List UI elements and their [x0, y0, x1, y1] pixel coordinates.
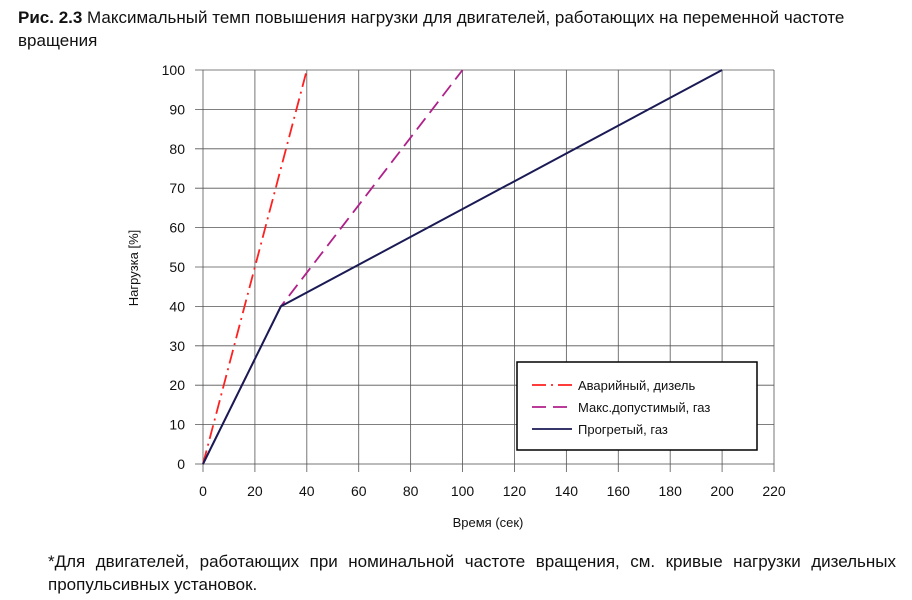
y-tick-label: 80	[169, 141, 185, 157]
footnote: *Для двигателей, работающих при номиналь…	[48, 552, 896, 594]
legend-item: Прогретый, газ	[578, 422, 668, 437]
figure-number: Рис. 2.3	[18, 8, 83, 27]
y-tick-label: 10	[169, 417, 185, 433]
y-tick-label: 100	[162, 62, 186, 78]
x-tick-label: 120	[503, 483, 527, 499]
load-rate-chart: 0 10 20 30 40 50 60 70 80 90 100 0 20 40 60 80 100 120 14…	[126, 62, 786, 530]
y-axis-ticks: 0 10 20 30 40 50 60 70 80 90 100	[162, 62, 186, 472]
y-tick-label: 70	[169, 180, 185, 196]
x-tick-label: 40	[299, 483, 315, 499]
y-tick-label: 0	[177, 456, 185, 472]
y-axis-label: Нагрузка [%]	[126, 230, 141, 307]
x-tick-label: 200	[710, 483, 734, 499]
legend-item: Аварийный, дизель	[578, 378, 695, 393]
data-series	[202, 69, 723, 465]
x-tick-label: 20	[247, 483, 263, 499]
figure-caption: Рис. 2.3 Максимальный темп повышения наг…	[18, 6, 898, 52]
x-tick-label: 180	[659, 483, 683, 499]
chart-legend: Аварийный, дизель Макс.допустимый, газ Про…	[516, 361, 758, 451]
x-axis-ticks: 0 20 40 60 80 100 120 140 160 180 200 220	[199, 483, 786, 499]
grid-lines	[195, 69, 775, 472]
legend-item: Макс.допустимый, газ	[578, 400, 710, 415]
x-axis-label: Время (сек)	[453, 515, 524, 530]
x-tick-label: 80	[403, 483, 419, 499]
x-tick-label: 0	[199, 483, 207, 499]
y-tick-label: 90	[169, 101, 185, 117]
y-tick-label: 50	[169, 259, 185, 275]
x-tick-label: 140	[555, 483, 579, 499]
y-tick-label: 30	[169, 338, 185, 354]
y-tick-label: 20	[169, 377, 185, 393]
y-tick-label: 40	[169, 298, 185, 314]
series-line	[202, 69, 308, 465]
x-tick-label: 160	[607, 483, 631, 499]
x-tick-label: 100	[451, 483, 475, 499]
y-tick-label: 60	[169, 220, 185, 236]
figure-title: Максимальный темп повышения нагрузки для…	[18, 8, 845, 50]
x-tick-label: 220	[762, 483, 786, 499]
series-line	[202, 69, 723, 465]
x-tick-label: 60	[351, 483, 367, 499]
